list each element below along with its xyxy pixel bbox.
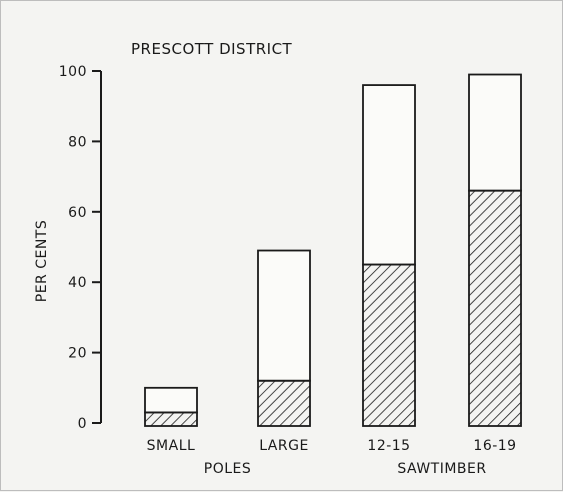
- y-axis: 0 20 40 60 80 100: [59, 64, 102, 432]
- bar-hatched-LARGE: [257, 379, 311, 427]
- chart-title: PRESCOTT DISTRICT: [131, 40, 293, 58]
- bar-hatched-SMALL: [144, 411, 198, 427]
- y-tick-label: 0: [78, 416, 87, 432]
- bar-open-12-15: [362, 84, 416, 266]
- y-tick-label: 80: [68, 134, 87, 150]
- y-tick-label: 60: [68, 205, 87, 221]
- x-axis-labels: SMALL LARGE 12-15 16-19 POLES SAWTIMBER: [147, 438, 516, 477]
- bar-hatched-16-19: [468, 189, 522, 427]
- x-tick-label: 16-19: [473, 438, 516, 454]
- bar-open-SMALL: [144, 386, 198, 414]
- group-label: SAWTIMBER: [397, 461, 486, 477]
- y-tick-label: 20: [68, 346, 87, 362]
- y-tick-label: 40: [68, 275, 87, 291]
- bar-hatched-12-15: [362, 263, 416, 427]
- x-tick-label: LARGE: [259, 438, 309, 454]
- y-tick-label: 100: [59, 64, 87, 80]
- bar-open-LARGE: [257, 249, 311, 382]
- x-tick-label: SMALL: [147, 438, 196, 454]
- x-tick-label: 12-15: [367, 438, 410, 454]
- y-axis-label: PER CENTS: [34, 220, 50, 303]
- group-label: POLES: [204, 461, 252, 477]
- bar-open-16-19: [468, 73, 522, 192]
- bars: [144, 73, 522, 427]
